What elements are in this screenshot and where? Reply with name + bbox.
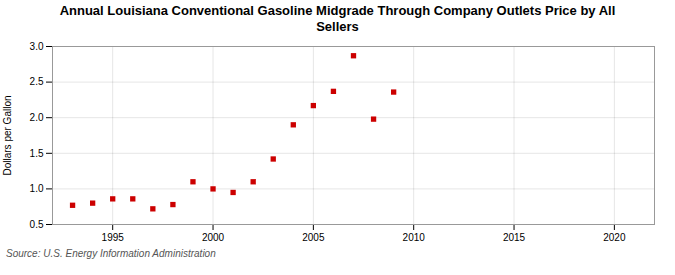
svg-text:2015: 2015 [503,232,526,243]
svg-text:2010: 2010 [403,232,426,243]
html-text:Source: U.S. Energy Informatio: Source: U.S. Energy Information Administ… [6,248,216,260]
svg-text:1.0: 1.0 [30,183,44,194]
svg-text:2005: 2005 [302,232,325,243]
svg-text:0.5: 0.5 [30,219,44,230]
svg-text:Dollars per Gallon: Dollars per Gallon [2,96,13,176]
svg-text:2.0: 2.0 [30,112,44,123]
svg-text:1.5: 1.5 [30,148,44,159]
svg-text:2000: 2000 [202,232,225,243]
svg-text:3.0: 3.0 [30,41,44,52]
svg-text:2020: 2020 [603,232,626,243]
svg-text:2.5: 2.5 [30,76,44,87]
html-text:Annual Louisiana Conventional: Annual Louisiana Conventional Gasoline M… [59,3,616,34]
svg-text:1995: 1995 [102,232,125,243]
